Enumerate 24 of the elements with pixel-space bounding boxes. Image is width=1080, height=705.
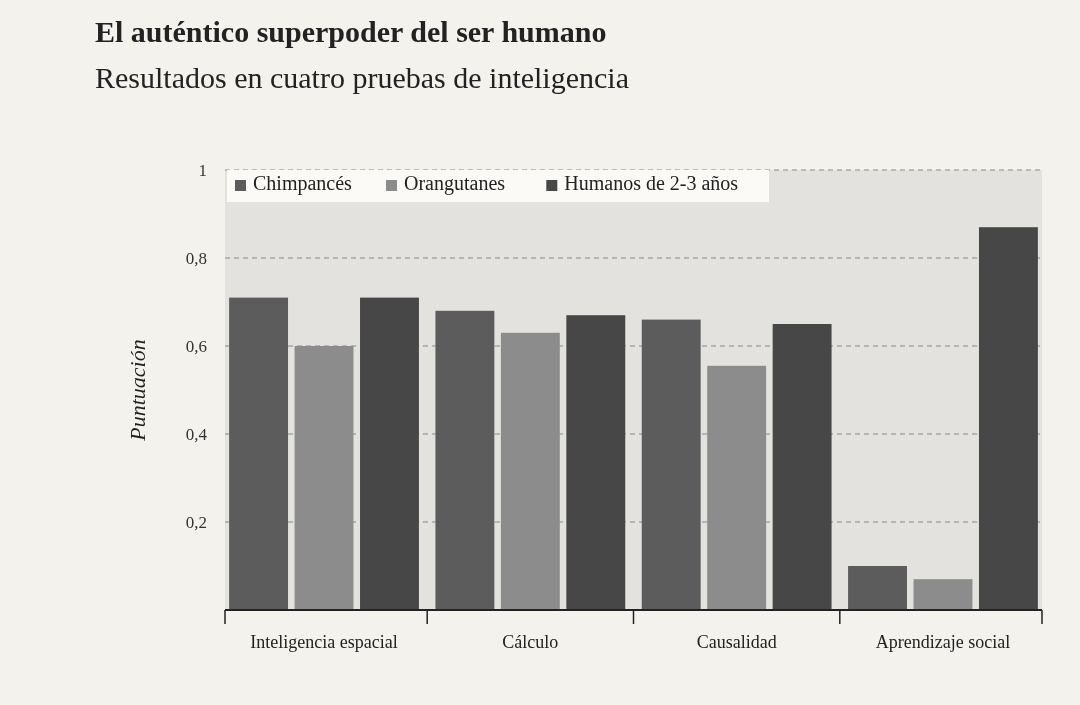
bar [772, 324, 832, 610]
bar [360, 297, 419, 610]
chart-subtitle: Resultados en cuatro pruebas de inteligencia [95, 61, 629, 94]
bar [229, 297, 289, 610]
y-tick-label: 1 [198, 160, 207, 180]
bar [913, 579, 973, 610]
bar [848, 566, 907, 610]
bar [978, 227, 1038, 610]
legend-label: Orangutanes [404, 172, 506, 195]
x-tick-label: Inteligencia espacial [250, 632, 398, 652]
y-tick-label: 0,4 [185, 424, 208, 444]
legend-label: Humanos de 2-3 años [564, 172, 739, 194]
x-tick-label: Cálculo [502, 632, 559, 652]
y-tick-label: 0,8 [185, 248, 207, 268]
bar [566, 315, 626, 610]
y-axis-title: Puntuación [125, 339, 150, 442]
chart-title: El auténtico superpoder del ser humano [95, 15, 607, 48]
bar [641, 319, 701, 610]
x-tick-label: Causalidad [696, 632, 777, 652]
x-tick-label: Aprendizaje social [875, 632, 1011, 652]
y-tick-label: 0,6 [185, 336, 207, 356]
y-tick-label: 0,2 [185, 512, 207, 532]
legend-label: Chimpancés [253, 172, 353, 195]
bar [435, 310, 495, 610]
